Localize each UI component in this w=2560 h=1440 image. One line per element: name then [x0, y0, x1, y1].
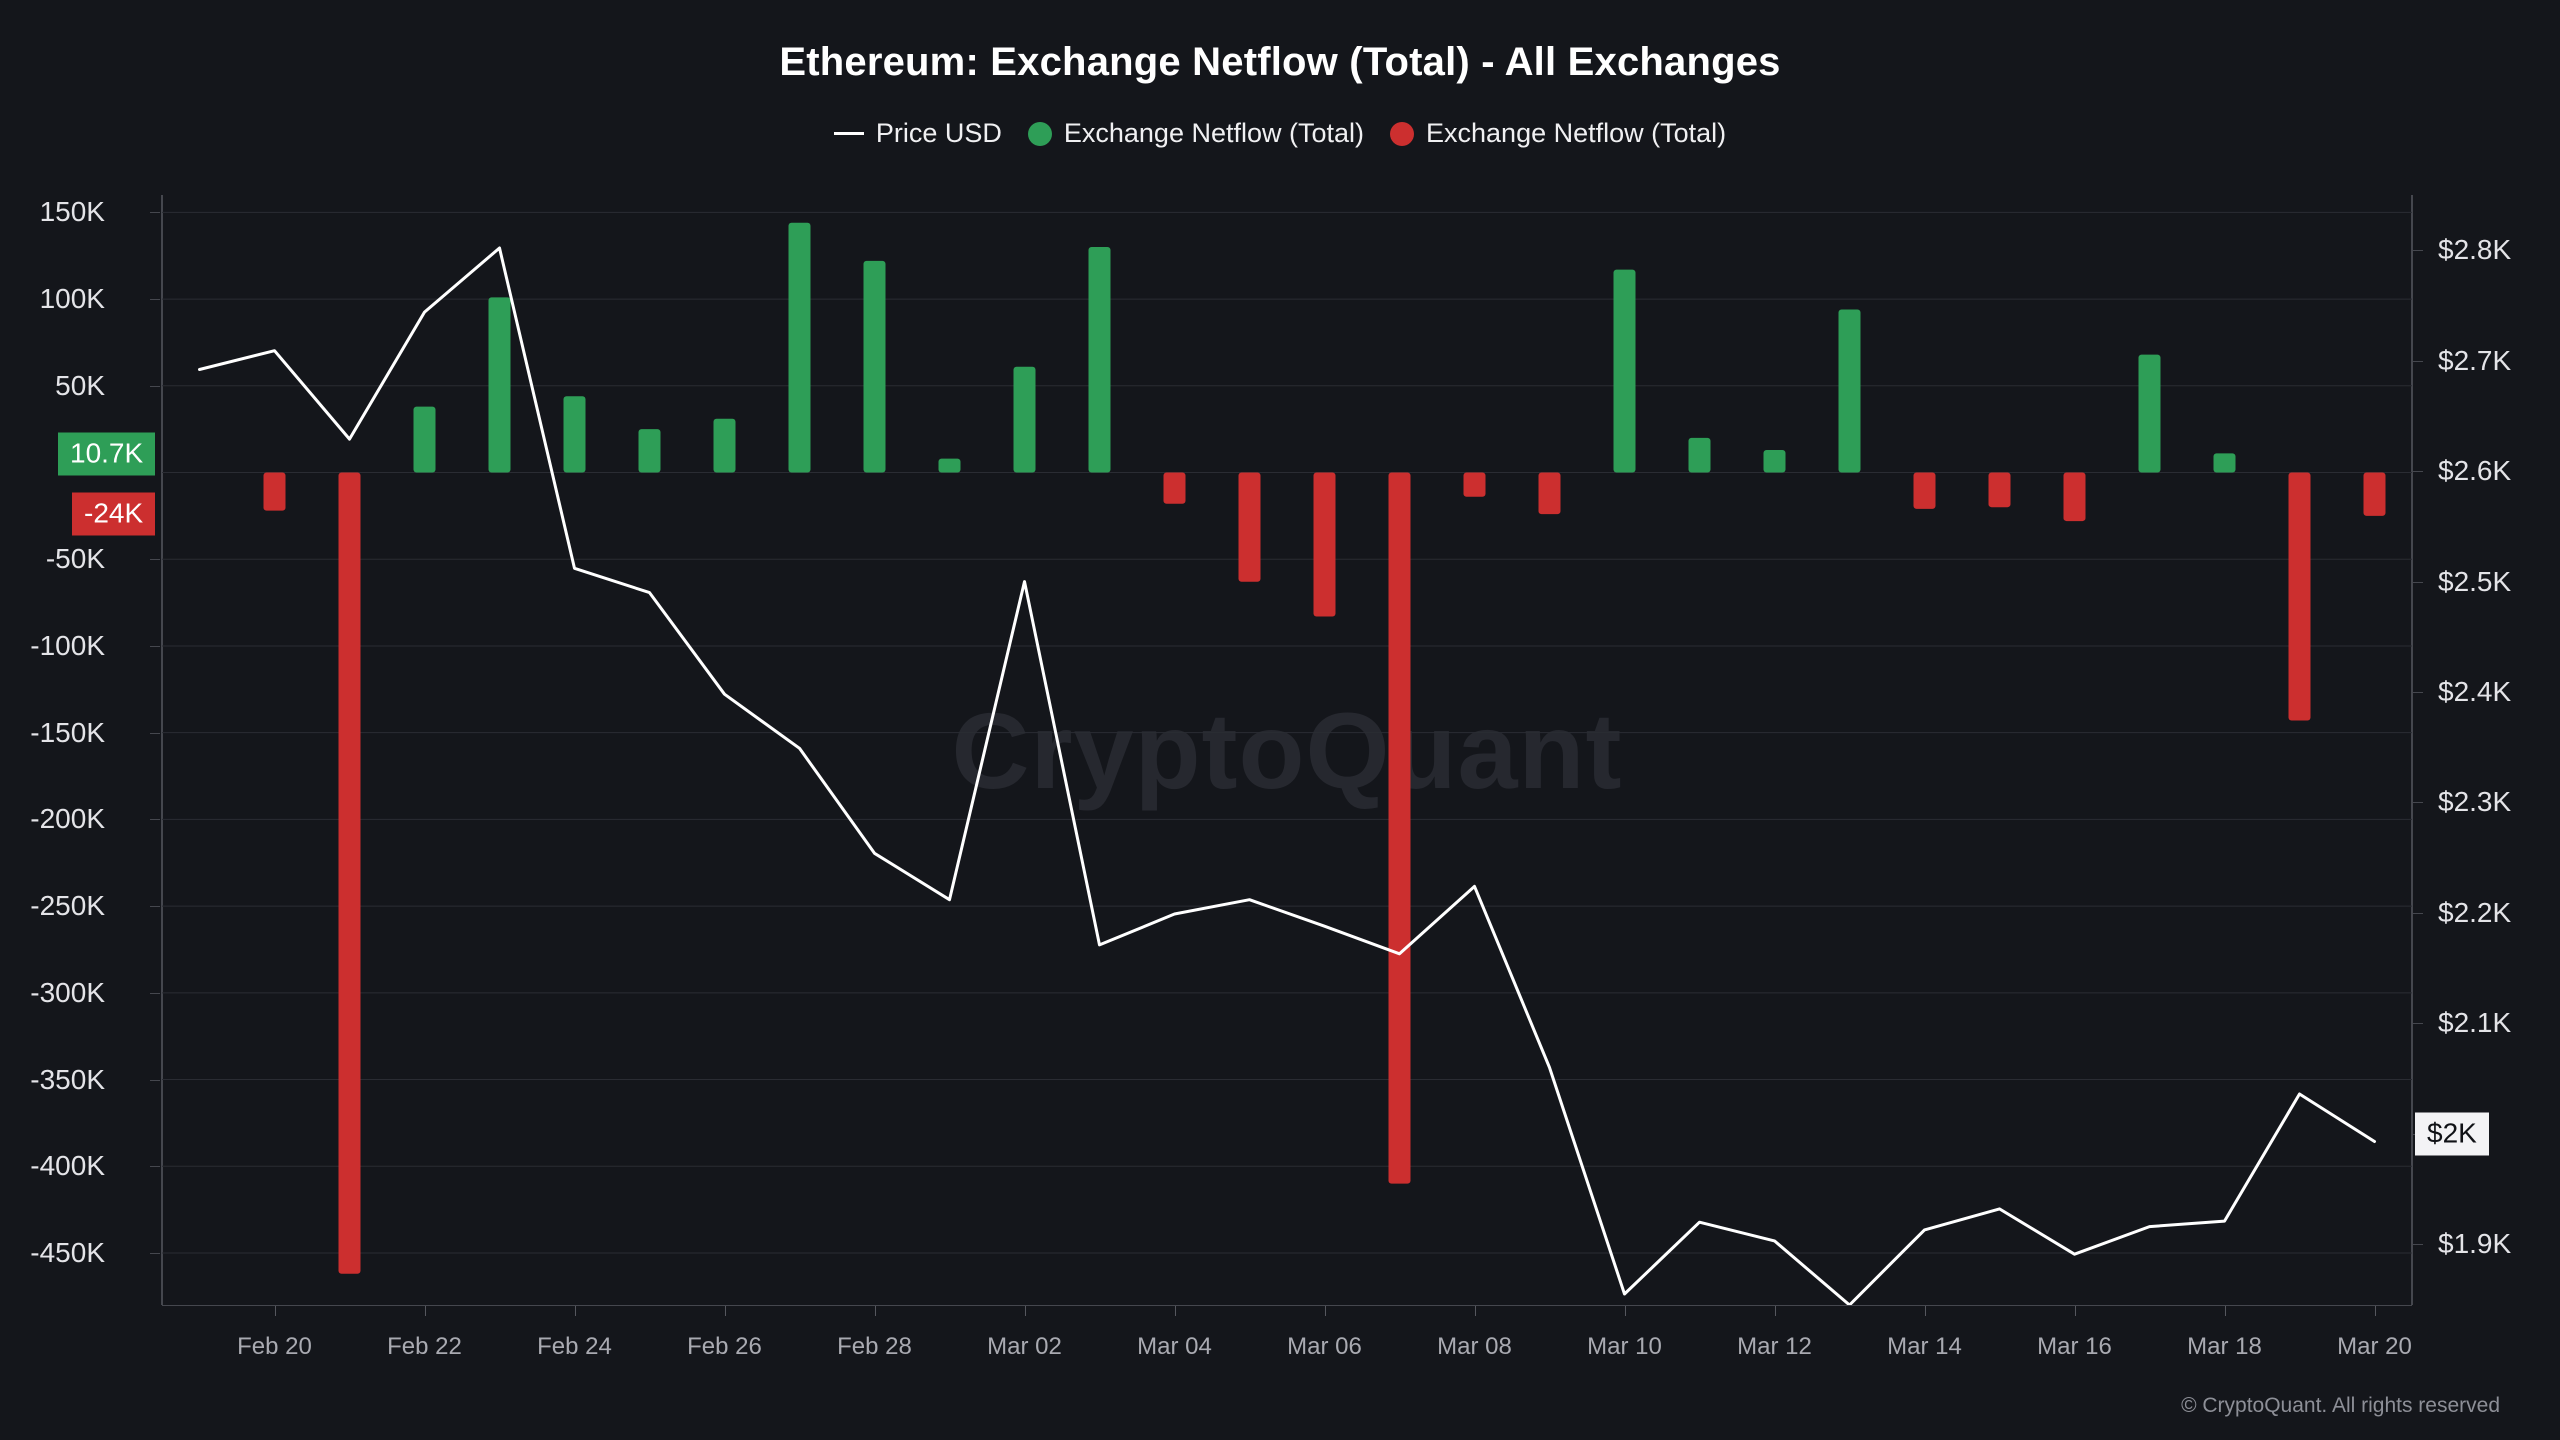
y-axis-left-tick-label: -350K: [30, 1063, 105, 1095]
status-badge-price: $2K: [2415, 1112, 2489, 1156]
y-axis-right-tick: [2413, 250, 2423, 252]
y-axis-right-spine: [2411, 195, 2413, 1305]
y-axis-right-tick: [2413, 581, 2423, 583]
y-axis-left-tick: [150, 819, 160, 821]
y-axis-left-tick-label: 50K: [55, 369, 105, 401]
x-axis-tick: [874, 1306, 876, 1316]
line-marker-icon: [833, 132, 864, 135]
x-axis-tick-label: Mar 16: [2037, 1333, 2112, 1360]
y-axis-left-tick-label: -150K: [30, 716, 105, 748]
legend-label-netflow-negative: Exchange Netflow (Total): [1426, 118, 1727, 148]
circle-marker-icon-red: [1390, 121, 1415, 146]
x-axis-tick: [2074, 1306, 2076, 1316]
y-axis-left-tick: [150, 645, 160, 647]
x-axis-tick-label: Mar 08: [1437, 1333, 1512, 1360]
y-axis-left-tick-label: -100K: [30, 629, 105, 661]
x-axis-tick: [1474, 1306, 1476, 1316]
y-axis-right-tick: [2413, 360, 2423, 362]
x-axis-tick: [1024, 1306, 1026, 1316]
y-axis-left-tick: [150, 732, 160, 734]
x-axis-tick-label: Mar 18: [2187, 1333, 2262, 1360]
x-axis-tick-label: Mar 06: [1287, 1333, 1362, 1360]
y-axis-right-tick-label: $2.7K: [2438, 344, 2512, 376]
status-badge-netflow-negative: -24K: [72, 492, 156, 536]
x-axis-tick: [574, 1306, 576, 1316]
y-axis-right-tick: [2413, 1023, 2423, 1025]
y-axis-right-tick-label: $2.4K: [2438, 676, 2512, 707]
chart-svg: [162, 211, 2412, 1305]
x-axis-tick: [2374, 1306, 2376, 1316]
y-axis-right-tick-label: $2.3K: [2438, 786, 2512, 818]
y-axis-left-tick-label: -300K: [30, 976, 105, 1008]
y-axis-left-tick-label: 100K: [39, 283, 105, 315]
plot-area[interactable]: CryptoQuant: [162, 195, 2412, 1305]
y-axis-left-tick: [150, 1252, 160, 1254]
x-axis-tick: [1624, 1306, 1626, 1316]
y-axis-left-tick: [150, 385, 160, 387]
x-axis-tick-label: Feb 26: [687, 1333, 762, 1360]
y-axis-left-tick-label: -200K: [30, 803, 105, 835]
legend-label-price: Price USD: [875, 118, 1002, 148]
x-axis-tick: [1924, 1306, 1926, 1316]
y-axis-left-tick: [150, 299, 160, 301]
y-axis-left-tick-label: -50K: [45, 543, 105, 575]
y-axis-left-tick: [150, 212, 160, 214]
y-axis-left-tick: [150, 906, 160, 908]
y-axis-left-tick: [150, 992, 160, 994]
legend-item-netflow-positive[interactable]: Exchange Netflow (Total): [1027, 118, 1365, 149]
x-axis-tick-label: Mar 04: [1137, 1333, 1212, 1360]
y-axis-right-tick-label: $2.6K: [2438, 455, 2512, 487]
copyright-footer: © CryptoQuant. All rights reserved: [2181, 1394, 2500, 1417]
x-axis-tick-label: Feb 24: [537, 1333, 612, 1360]
y-axis-left-tick-label: -400K: [30, 1150, 105, 1182]
y-axis-right-tick: [2413, 471, 2423, 473]
y-axis-left-tick: [150, 1166, 160, 1168]
x-axis-spine: [162, 1305, 2412, 1306]
y-axis-right-tick-label: $2.1K: [2438, 1007, 2512, 1039]
y-axis-right-tick: [2413, 912, 2423, 914]
x-axis-tick: [1174, 1306, 1176, 1316]
y-axis-left-tick-label: 150K: [39, 196, 105, 228]
y-axis-right-tick-label: $2.8K: [2438, 234, 2512, 266]
y-axis-right-tick-label: $1.9K: [2438, 1228, 2512, 1260]
y-axis-left-tick: [150, 559, 160, 561]
legend-item-price[interactable]: Price USD: [833, 118, 1002, 149]
x-axis-tick-label: Mar 10: [1587, 1333, 1662, 1360]
x-axis-tick-label: Mar 12: [1737, 1333, 1812, 1360]
x-axis-tick: [274, 1306, 276, 1316]
x-axis-tick: [2224, 1306, 2226, 1316]
y-axis-left-spine: [161, 195, 163, 1305]
y-axis-left-tick-label: -250K: [30, 890, 105, 922]
page-title: Ethereum: Exchange Netflow (Total) - All…: [779, 40, 1781, 84]
legend-item-netflow-negative[interactable]: Exchange Netflow (Total): [1390, 118, 1726, 149]
x-axis-tick-label: Feb 22: [387, 1333, 462, 1360]
x-axis-tick-label: Mar 14: [1887, 1333, 1962, 1360]
circle-marker-icon-green: [1027, 121, 1052, 146]
x-axis-tick: [424, 1306, 426, 1316]
y-axis-right-tick-label: $2.5K: [2438, 565, 2512, 597]
x-axis-tick-label: Mar 20: [2337, 1333, 2412, 1360]
status-badge-netflow-positive: 10.7K: [58, 432, 156, 476]
x-axis-tick-label: Mar 02: [987, 1333, 1062, 1360]
y-axis-left-tick: [150, 1079, 160, 1081]
chart-legend: Price USD Exchange Netflow (Total) Excha…: [0, 118, 2560, 149]
x-axis-tick: [1324, 1306, 1326, 1316]
y-axis-left-tick-label: -450K: [30, 1236, 105, 1268]
y-axis-right-tick: [2413, 692, 2423, 693]
y-axis-right-tick: [2413, 802, 2423, 804]
x-axis-tick-label: Feb 20: [237, 1333, 312, 1360]
y-axis-right-tick: [2413, 1244, 2423, 1246]
x-axis-tick-label: Feb 28: [837, 1333, 912, 1360]
y-axis-right-tick-label: $2.2K: [2438, 896, 2512, 928]
legend-label-netflow-positive: Exchange Netflow (Total): [1063, 118, 1365, 148]
x-axis-tick: [724, 1306, 726, 1316]
x-axis-tick: [1774, 1306, 1776, 1316]
